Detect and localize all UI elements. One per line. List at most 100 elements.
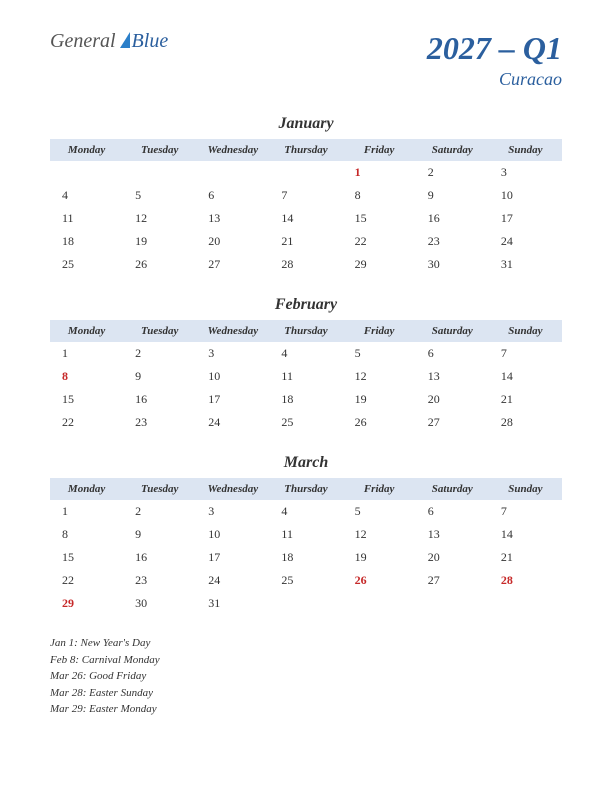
months-container: JanuaryMondayTuesdayWednesdayThursdayFri… — [50, 115, 562, 615]
month-title: March — [50, 454, 562, 472]
calendar-cell: 20 — [416, 388, 489, 411]
calendar-cell: 24 — [489, 230, 562, 253]
calendar-cell: 19 — [343, 546, 416, 569]
calendar-cell: 5 — [123, 184, 196, 207]
calendar-row: 891011121314 — [50, 365, 562, 388]
day-header: Saturday — [416, 320, 489, 342]
calendar-cell: 26 — [343, 411, 416, 434]
day-header: Friday — [343, 320, 416, 342]
calendar-cell: 9 — [416, 184, 489, 207]
calendar-cell: 25 — [50, 253, 123, 276]
month-block: FebruaryMondayTuesdayWednesdayThursdayFr… — [50, 296, 562, 434]
calendar-cell: 10 — [196, 365, 269, 388]
header: General Blue 2027 – Q1 Curacao — [50, 30, 562, 90]
calendar-cell: 23 — [123, 411, 196, 434]
day-header: Wednesday — [196, 139, 269, 161]
calendar-row: 25262728293031 — [50, 253, 562, 276]
month-block: January MondayTuesdayWednesdayThursdayFri… — [50, 115, 562, 276]
calendar-cell: 21 — [489, 546, 562, 569]
calendar-cell: 29 — [50, 592, 123, 615]
calendar-cell: 18 — [269, 388, 342, 411]
day-header: Friday — [343, 478, 416, 500]
day-header: Monday — [50, 478, 123, 500]
calendar-cell: 21 — [489, 388, 562, 411]
calendar-cell: 31 — [489, 253, 562, 276]
calendar-cell: 24 — [196, 411, 269, 434]
calendar-table: MondayTuesdayWednesdayThursdayFridaySatu… — [50, 320, 562, 434]
day-header: Monday — [50, 139, 123, 161]
calendar-cell: 4 — [269, 500, 342, 523]
day-header: Tuesday — [123, 139, 196, 161]
calendar-cell: 20 — [196, 230, 269, 253]
calendar-cell: 13 — [416, 523, 489, 546]
holiday-entry: Mar 28: Easter Sunday — [50, 685, 562, 702]
calendar-row: 45678910 — [50, 184, 562, 207]
calendar-cell — [196, 161, 269, 184]
holiday-entry: Mar 29: Easter Monday — [50, 701, 562, 718]
day-header: Thursday — [269, 320, 342, 342]
day-header: Thursday — [269, 478, 342, 500]
day-header: Monday — [50, 320, 123, 342]
calendar-cell: 26 — [123, 253, 196, 276]
calendar-cell: 4 — [269, 342, 342, 365]
logo-text-general: General — [50, 30, 116, 53]
calendar-cell: 7 — [269, 184, 342, 207]
calendar-cell: 16 — [123, 546, 196, 569]
calendar-cell: 8 — [50, 365, 123, 388]
day-header: Saturday — [416, 478, 489, 500]
title-sub: Curacao — [427, 69, 562, 90]
calendar-cell: 26 — [343, 569, 416, 592]
calendar-cell — [343, 592, 416, 615]
calendar-cell: 11 — [269, 365, 342, 388]
calendar-table: MondayTuesdayWednesdayThursdayFridaySatu… — [50, 478, 562, 615]
day-header: Saturday — [416, 139, 489, 161]
day-header: Wednesday — [196, 320, 269, 342]
day-header: Tuesday — [123, 478, 196, 500]
holiday-entry: Mar 26: Good Friday — [50, 668, 562, 685]
calendar-row: 1234567 — [50, 342, 562, 365]
calendar-cell: 3 — [489, 161, 562, 184]
calendar-cell — [50, 161, 123, 184]
calendar-cell: 8 — [343, 184, 416, 207]
calendar-cell: 29 — [343, 253, 416, 276]
month-title: January — [50, 115, 562, 133]
calendar-cell: 12 — [343, 365, 416, 388]
calendar-cell: 22 — [50, 411, 123, 434]
calendar-cell: 28 — [269, 253, 342, 276]
calendar-cell: 14 — [269, 207, 342, 230]
calendar-cell: 22 — [343, 230, 416, 253]
calendar-cell — [416, 592, 489, 615]
calendar-cell: 17 — [196, 388, 269, 411]
calendar-cell: 30 — [416, 253, 489, 276]
calendar-cell: 5 — [343, 342, 416, 365]
calendar-cell: 9 — [123, 523, 196, 546]
calendar-row: 123 — [50, 161, 562, 184]
calendar-cell: 25 — [269, 569, 342, 592]
calendar-cell: 11 — [50, 207, 123, 230]
calendar-cell: 17 — [489, 207, 562, 230]
calendar-cell: 8 — [50, 523, 123, 546]
calendar-cell: 7 — [489, 500, 562, 523]
holiday-entry: Jan 1: New Year's Day — [50, 635, 562, 652]
calendar-cell: 20 — [416, 546, 489, 569]
calendar-row: 293031 — [50, 592, 562, 615]
day-header: Thursday — [269, 139, 342, 161]
calendar-cell: 27 — [196, 253, 269, 276]
calendar-cell: 3 — [196, 500, 269, 523]
calendar-cell: 2 — [123, 342, 196, 365]
calendar-cell: 28 — [489, 411, 562, 434]
calendar-cell: 14 — [489, 365, 562, 388]
calendar-cell: 5 — [343, 500, 416, 523]
day-header: Wednesday — [196, 478, 269, 500]
calendar-cell — [123, 161, 196, 184]
calendar-cell: 13 — [416, 365, 489, 388]
calendar-cell: 2 — [123, 500, 196, 523]
holiday-entry: Feb 8: Carnival Monday — [50, 652, 562, 669]
calendar-cell: 9 — [123, 365, 196, 388]
calendar-cell: 6 — [416, 500, 489, 523]
logo: General Blue — [50, 30, 168, 53]
calendar-row: 1234567 — [50, 500, 562, 523]
calendar-cell: 27 — [416, 569, 489, 592]
calendar-cell: 18 — [269, 546, 342, 569]
day-header: Friday — [343, 139, 416, 161]
